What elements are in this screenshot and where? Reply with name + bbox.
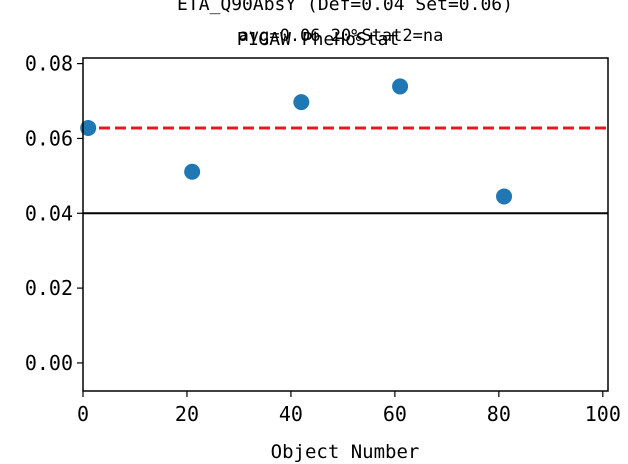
data-point: [392, 78, 409, 95]
data-point: [496, 188, 513, 205]
plot-area: 0 20 40 60 80 100 0.00 0.02 0.04 0.06 0.08: [25, 52, 621, 426]
x-tick-label: 40: [279, 402, 303, 426]
axes-frame: [82, 57, 609, 392]
y-tick-label: 0.04: [25, 201, 73, 225]
x-tick-label: 100: [585, 402, 621, 426]
chart-title-line-2: P1GAW PheHoStat: [237, 29, 400, 50]
y-tick-label: 0.00: [25, 351, 73, 375]
x-axis-label: Object Number: [271, 441, 420, 463]
x-tick-label: 60: [383, 402, 407, 426]
chart-title-line-1: ETA_Q90AbsY (Def=0.04 Set=0.06): [177, 0, 513, 15]
chart-title-line-3: avg=0.06 20%Stat2=na: [239, 26, 444, 46]
x-tick-label: 0: [77, 402, 89, 426]
y-tick-label: 0.06: [25, 126, 73, 150]
y-tick-label: 0.08: [25, 52, 73, 76]
chart-title: ETA_Q90AbsY (Def=0.04 Set=0.06) P1GAW Ph…: [177, 0, 513, 50]
data-point: [80, 119, 97, 136]
x-tick-label: 80: [487, 402, 511, 426]
y-tick-label: 0.02: [25, 276, 73, 300]
x-tick-label: 20: [175, 402, 199, 426]
data-point: [184, 163, 201, 180]
data-point: [293, 94, 310, 111]
